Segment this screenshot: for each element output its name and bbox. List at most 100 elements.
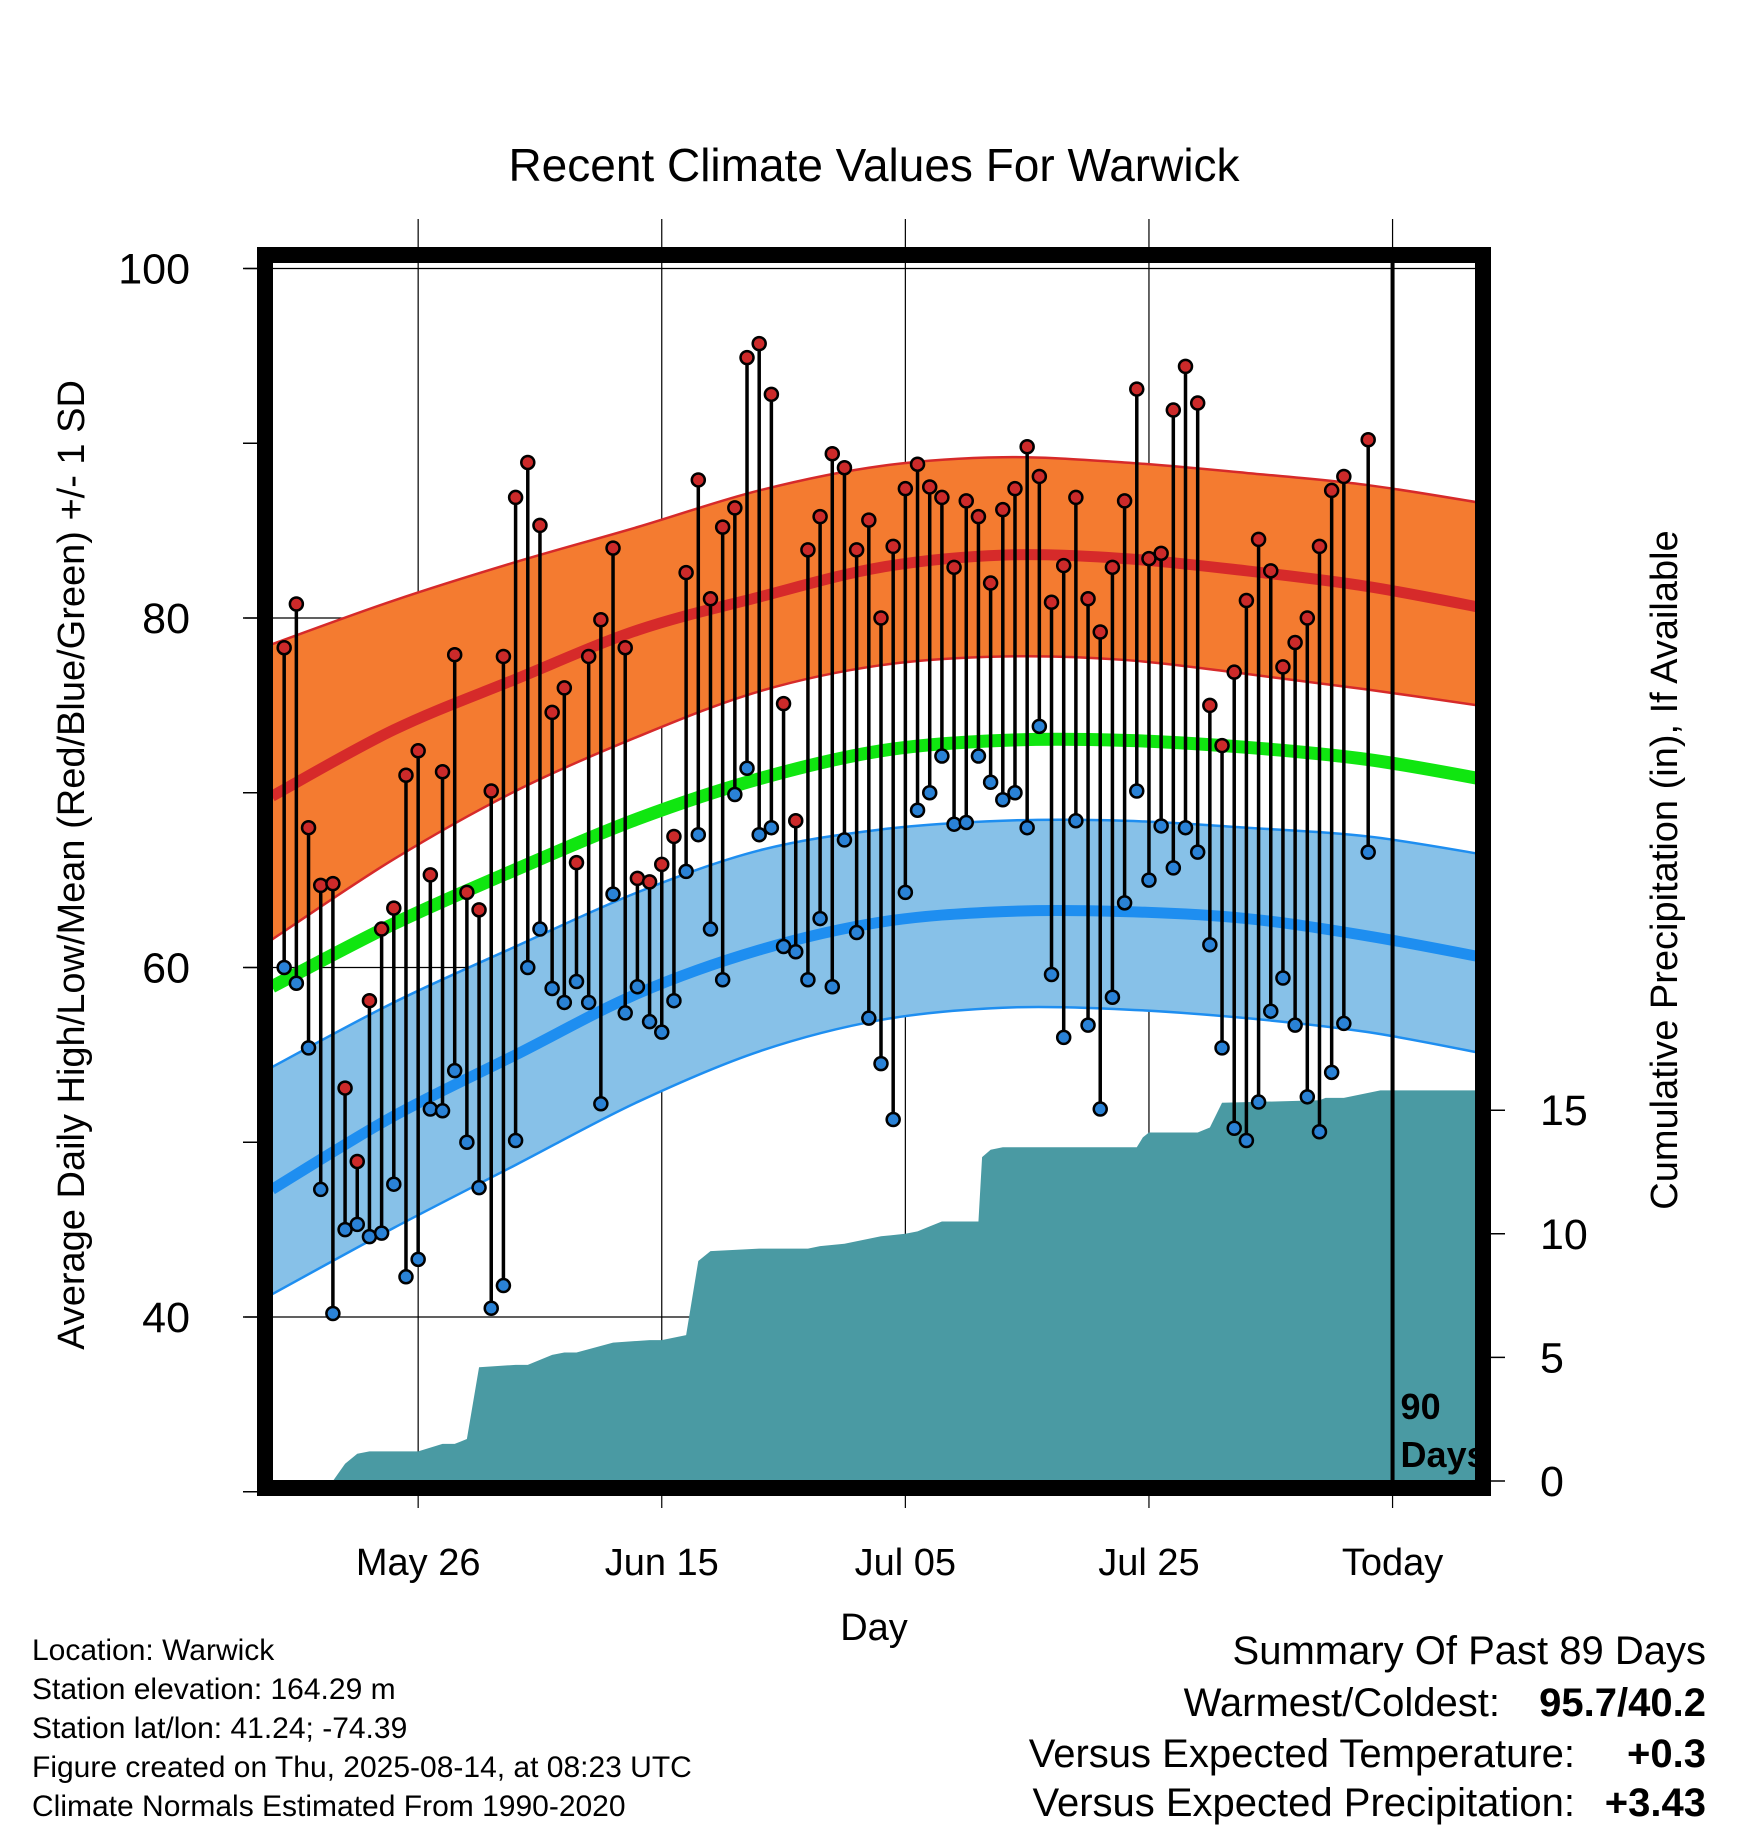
y2-tick-label-15: 15 <box>1540 1087 1588 1135</box>
daily-high-point <box>775 695 792 712</box>
daily-high-point <box>532 517 548 534</box>
daily-high-point <box>1202 697 1218 714</box>
daily-low-point <box>1007 785 1023 801</box>
daily-low-point <box>1092 1101 1108 1117</box>
daily-high-point <box>300 819 317 836</box>
daily-low-point <box>885 1111 901 1128</box>
daily-high-point <box>312 877 329 894</box>
footer-latlon: Station lat/lon: 41.24; -74.39 <box>32 1712 407 1745</box>
daily-low-point <box>1129 783 1145 799</box>
daily-low-point <box>373 1225 390 1241</box>
plot-frame <box>257 247 1491 1496</box>
daily-high-point <box>568 854 585 871</box>
daily-low-point <box>349 1216 366 1233</box>
daily-high-point <box>702 591 719 607</box>
daily-low-point <box>678 863 694 880</box>
daily-high-point <box>824 445 841 462</box>
daily-high-point <box>909 456 926 472</box>
daily-low-point <box>1019 819 1035 836</box>
y-tick-label-80: 80 <box>142 595 190 643</box>
summary-temp-value: +0.3 <box>1627 1732 1706 1776</box>
daily-high-point <box>1275 659 1291 675</box>
precipitation-area <box>272 1090 1483 1481</box>
daily-low-point <box>970 748 987 764</box>
daily-low-point <box>325 1305 341 1322</box>
daily-high-point <box>678 564 694 581</box>
daily-high-point <box>593 611 609 628</box>
daily-low-point <box>763 819 780 836</box>
daily-low-point <box>446 1062 463 1079</box>
daily-high-point <box>727 500 743 516</box>
daily-high-point <box>446 646 463 663</box>
high-normal-line <box>269 549 1483 802</box>
daily-high-point <box>982 575 999 591</box>
footer-created: Figure created on Thu, 2025-08-14, at 08… <box>32 1751 692 1784</box>
daily-low-point <box>1153 818 1169 834</box>
daily-low-point <box>288 975 305 991</box>
daily-high-point <box>410 743 426 759</box>
daily-low-point <box>1275 970 1291 986</box>
daily-high-point <box>921 479 938 495</box>
daily-high-point <box>1250 531 1267 548</box>
daily-high-point <box>836 459 853 476</box>
daily-high-point <box>471 902 487 918</box>
y-tick-label-40: 40 <box>142 1294 190 1342</box>
daily-high-point <box>483 783 499 799</box>
summary-warmest-label: Warmest/Coldest: <box>1184 1681 1500 1725</box>
daily-high-point <box>617 639 633 656</box>
daily-high-point <box>398 767 414 784</box>
footer-normals: Climate Normals Estimated From 1990-2020 <box>32 1790 626 1823</box>
y2-tick-label-10: 10 <box>1540 1211 1588 1259</box>
daily-high-point <box>459 884 475 901</box>
footer-elevation: Station elevation: 164.29 m <box>32 1673 396 1706</box>
daily-low-point <box>897 884 914 901</box>
daily-high-point <box>751 335 767 352</box>
daily-high-point <box>507 489 524 506</box>
daily-low-point <box>909 802 926 818</box>
daily-low-point <box>739 760 755 777</box>
daily-low-point <box>1263 1003 1279 1019</box>
daily-high-point <box>1165 402 1182 418</box>
daily-high-point <box>848 542 865 558</box>
x-tick-label: Jun 15 <box>605 1542 719 1584</box>
daily-low-point <box>751 826 767 843</box>
daily-low-point <box>1250 1094 1267 1110</box>
daily-high-point <box>958 493 975 509</box>
daily-low-point <box>459 1134 475 1150</box>
daily-low-point <box>836 832 853 848</box>
y2-tick-label-0: 0 <box>1540 1458 1564 1506</box>
daily-high-point <box>812 508 828 525</box>
y-tick-label-100: 100 <box>118 246 190 294</box>
daily-high-point <box>1323 482 1340 499</box>
summary-precip-value: +3.43 <box>1605 1781 1706 1825</box>
daily-high-point <box>666 828 682 845</box>
daily-high-point <box>337 1080 353 1096</box>
daily-high-point <box>1043 594 1060 611</box>
daily-low-point <box>1323 1064 1340 1081</box>
daily-high-point <box>1263 563 1279 579</box>
daily-high-point <box>288 596 305 612</box>
daily-high-point <box>1116 493 1133 509</box>
daily-low-point <box>921 785 938 801</box>
precip-area <box>272 1090 1483 1481</box>
daily-high-point <box>800 542 816 558</box>
daily-low-point <box>1214 1040 1230 1056</box>
daily-high-point <box>641 874 658 890</box>
daily-high-point <box>605 540 621 556</box>
daily-low-point <box>1116 895 1133 911</box>
daily-high-point <box>970 508 987 525</box>
daily-high-point <box>1129 381 1145 397</box>
daily-low-point <box>398 1269 414 1285</box>
daily-low-point <box>629 978 646 995</box>
daily-high-point <box>495 648 512 665</box>
daily-low-point <box>958 814 975 831</box>
daily-high-point <box>739 349 755 366</box>
daily-high-point <box>946 559 962 576</box>
summary-precip-label: Versus Expected Precipitation: <box>1032 1781 1575 1825</box>
daily-low-point <box>1080 1017 1096 1033</box>
daily-low-point <box>580 994 597 1011</box>
daily-low-point <box>654 1024 670 1040</box>
daily-high-point <box>654 856 670 873</box>
daily-low-point <box>276 959 292 976</box>
